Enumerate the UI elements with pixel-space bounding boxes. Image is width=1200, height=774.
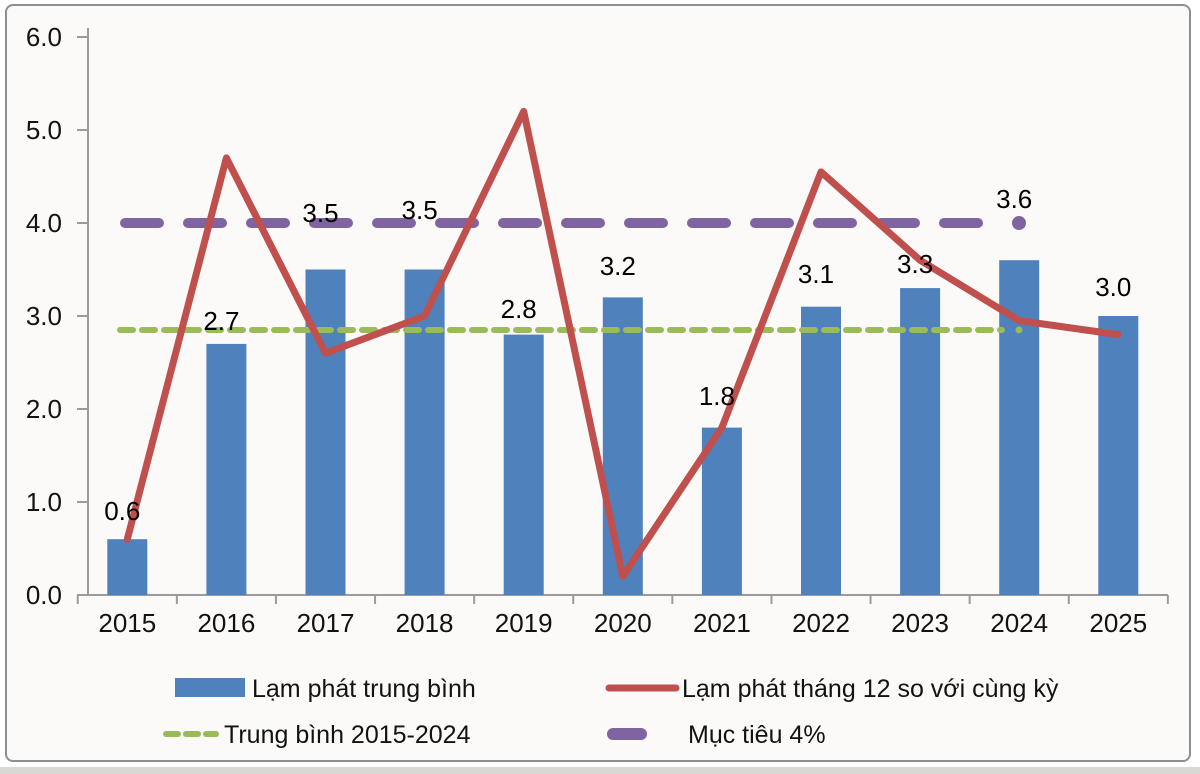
bar-value-label: 3.5 bbox=[302, 198, 338, 228]
bar bbox=[1098, 316, 1139, 595]
x-category-label: 2015 bbox=[98, 608, 156, 638]
x-category-label: 2021 bbox=[693, 608, 751, 638]
x-category-label: 2017 bbox=[297, 608, 355, 638]
y-tick-label: 5.0 bbox=[26, 115, 62, 145]
december-inflation-polyline bbox=[123, 107, 1122, 580]
x-category-label: 2025 bbox=[1089, 608, 1147, 638]
bar-value-label: 3.0 bbox=[1095, 272, 1131, 302]
legend-label-average-inflation: Lạm phát trung bình bbox=[252, 675, 476, 703]
bar-value-label: 3.3 bbox=[897, 249, 933, 279]
x-category-label: 2020 bbox=[594, 608, 652, 638]
december-inflation-line bbox=[123, 107, 1122, 580]
legend-label-target-4pct: Mục tiêu 4% bbox=[688, 721, 826, 749]
bar-value-label: 2.7 bbox=[203, 306, 239, 336]
legend-label-december-inflation: Lạm phát tháng 12 so với cùng kỳ bbox=[682, 675, 1059, 703]
x-category-label: 2019 bbox=[495, 608, 553, 638]
average-line-end-dot bbox=[1015, 326, 1023, 334]
bar bbox=[107, 539, 148, 595]
bar-value-label: 3.6 bbox=[996, 184, 1032, 214]
legend-label-average-2015-2024: Trung bình 2015-2024 bbox=[224, 721, 471, 749]
bar-value-label: 3.1 bbox=[798, 259, 834, 289]
bar-series bbox=[107, 260, 1139, 595]
chart-card bbox=[5, 4, 1191, 762]
bar bbox=[801, 306, 841, 595]
x-category-label: 2024 bbox=[990, 608, 1048, 638]
y-tick-label: 1.0 bbox=[26, 487, 62, 517]
y-tick-label: 2.0 bbox=[26, 394, 62, 424]
bar bbox=[602, 297, 643, 595]
bar bbox=[701, 427, 742, 595]
x-category-label: 2016 bbox=[197, 608, 255, 638]
bar-value-label: 0.6 bbox=[104, 496, 140, 526]
average-line bbox=[117, 326, 1023, 334]
legend-bar-swatch bbox=[175, 678, 245, 697]
target-line bbox=[120, 216, 1026, 230]
target-line-end-dot bbox=[1012, 216, 1026, 230]
x-category-label: 2023 bbox=[891, 608, 949, 638]
bar bbox=[206, 343, 247, 595]
bar-value-label: 1.8 bbox=[699, 381, 735, 411]
bar bbox=[900, 288, 941, 595]
bar-value-label: 2.8 bbox=[501, 294, 537, 324]
legend: Lạm phát trung bình Lạm phát tháng 12 so… bbox=[163, 675, 1059, 749]
bar-value-label: 3.2 bbox=[600, 251, 636, 281]
x-category-label: 2018 bbox=[396, 608, 454, 638]
x-category-label: 2022 bbox=[792, 608, 850, 638]
bar-value-labels: 0.6 2.7 3.5 3.5 2.8 3.2 1.8 3.1 3.3 3.6 3.0 bbox=[104, 184, 1131, 526]
y-tick-label: 0.0 bbox=[26, 580, 62, 610]
y-tick-label: 3.0 bbox=[26, 301, 62, 331]
bottom-strip bbox=[0, 767, 1200, 774]
bar bbox=[503, 334, 544, 595]
bar-value-label: 3.5 bbox=[402, 195, 438, 225]
y-tick-label: 4.0 bbox=[26, 208, 62, 238]
axes: 0.0 1.0 2.0 3.0 4.0 5.0 6.0 2015 2016 2017 2018 201… bbox=[26, 22, 1169, 638]
y-tick-label: 6.0 bbox=[26, 22, 62, 52]
